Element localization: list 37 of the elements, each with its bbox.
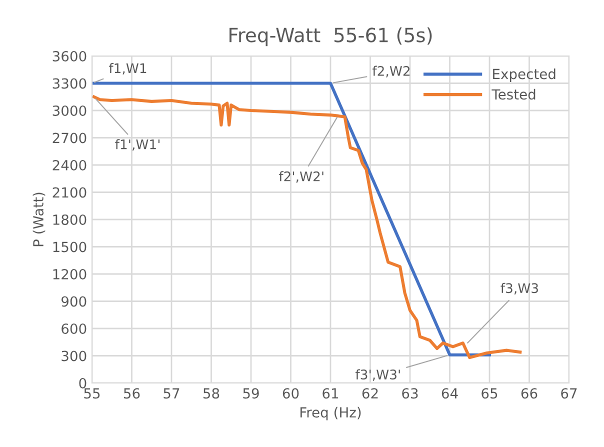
y-axis-title: P (Watt) — [32, 192, 46, 246]
x-tick-label: 56 — [124, 388, 140, 399]
annotation: f1',W1' — [115, 139, 160, 151]
x-tick-label: 63 — [402, 388, 418, 399]
y-tick-label: 3000 — [52, 105, 86, 116]
y-tick-label: 1800 — [53, 214, 86, 225]
annotation: f2',W2' — [278, 171, 324, 183]
chart-title: Freq-Watt 55-61 (5s) — [230, 27, 432, 46]
annotation: f3,W3 — [500, 282, 538, 294]
y-tick-label: 3600 — [52, 50, 86, 62]
x-tick-label: 66 — [521, 388, 538, 399]
x-tick-label: 59 — [243, 388, 259, 399]
x-tick-label: 61 — [322, 388, 338, 399]
y-tick-label: 3300 — [52, 78, 86, 89]
y-tick-label: 900 — [62, 296, 86, 307]
x-tick-label: 64 — [442, 388, 458, 399]
x-tick-label: 65 — [482, 388, 498, 399]
legend-label: Expected — [493, 68, 556, 82]
x-tick-label: 55 — [84, 388, 100, 399]
x-tick-label: 57 — [164, 388, 180, 399]
y-tick-label: 300 — [62, 350, 86, 362]
x-axis-title: Freq (Hz) — [300, 406, 361, 420]
legend-label: Tested — [492, 88, 536, 100]
x-tick-label: 67 — [561, 388, 577, 399]
x-tick-label: 58 — [203, 388, 220, 399]
y-tick-label: 2700 — [52, 132, 86, 144]
annotation: f2,W2 — [372, 66, 410, 78]
y-tick-label: 2100 — [52, 187, 86, 198]
y-tick-label: 1500 — [53, 242, 86, 252]
x-tick-label: 60 — [282, 388, 299, 399]
y-tick-label: 0 — [79, 378, 86, 388]
annotation: f1,W1 — [108, 62, 146, 75]
x-tick-label: 62 — [362, 388, 378, 399]
y-tick-label: 2400 — [52, 160, 86, 170]
y-tick-label: 1200 — [53, 268, 86, 280]
y-tick-label: 600 — [62, 323, 86, 334]
annotation: f3',W3' — [356, 369, 400, 381]
